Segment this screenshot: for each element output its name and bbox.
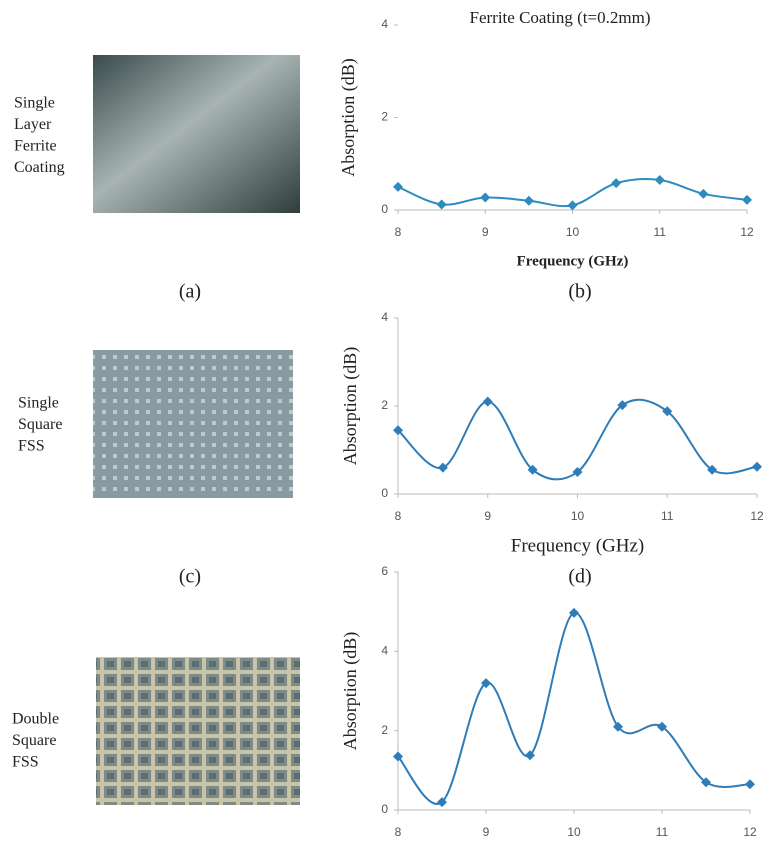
y-tick-label: 0 <box>381 802 388 816</box>
y-tick-label: 4 <box>381 310 388 324</box>
x-tick-label: 10 <box>567 825 581 839</box>
y-axis-label: Absorption (dB) <box>338 58 359 177</box>
x-tick-label: 8 <box>395 509 402 523</box>
x-tick-label: 9 <box>484 509 491 523</box>
y-tick-label: 4 <box>381 17 388 31</box>
point <box>742 195 752 205</box>
y-tick-label: 2 <box>381 723 388 737</box>
point <box>438 463 448 473</box>
photo-label: Double <box>12 711 59 728</box>
y-tick-label: 0 <box>381 486 388 500</box>
x-tick-label: 12 <box>743 825 757 839</box>
photo-label: Ferrite <box>14 138 57 155</box>
y-axis-label: Absorption (dB) <box>340 347 361 466</box>
point <box>611 178 621 188</box>
point <box>655 175 665 185</box>
x-tick-label: 10 <box>566 225 580 239</box>
figure: Single Layer Ferrite Coating Single Square FSS… <box>0 0 769 843</box>
point <box>698 189 708 199</box>
chart-title: Ferrite Coating (t=0.2mm) <box>470 8 651 27</box>
series-line <box>398 613 750 804</box>
point <box>745 779 755 789</box>
caption: (d) <box>568 566 591 588</box>
y-tick-label: 6 <box>381 564 388 578</box>
x-tick-label: 9 <box>482 225 489 239</box>
x-tick-label: 12 <box>740 225 754 239</box>
point <box>393 182 403 192</box>
x-tick-label: 12 <box>750 509 764 523</box>
photo-label: Single <box>14 95 55 112</box>
point <box>437 199 447 209</box>
photo-label: Coating <box>14 159 65 176</box>
x-tick-label: 11 <box>661 509 674 523</box>
photo-ferrite <box>93 55 300 213</box>
point <box>568 200 578 210</box>
y-tick-label: 2 <box>381 398 388 412</box>
x-tick-label: 10 <box>571 509 585 523</box>
caption: (b) <box>568 281 591 303</box>
x-axis-label: Frequency (GHz) <box>511 535 644 556</box>
point <box>480 193 490 203</box>
photo-glare <box>93 350 293 498</box>
x-axis-label: Frequency (GHz) <box>517 253 629 269</box>
photo-double-fss <box>96 657 300 805</box>
x-tick-label: 8 <box>395 825 402 839</box>
photo-label: Square <box>18 416 62 433</box>
point <box>483 397 493 407</box>
y-axis-label: Absorption (dB) <box>340 632 361 751</box>
photo-label: Layer <box>14 116 52 133</box>
point <box>524 196 534 206</box>
caption: (c) <box>179 566 201 588</box>
x-tick-label: 9 <box>483 825 490 839</box>
photo-label: FSS <box>18 438 45 455</box>
x-tick-label: 11 <box>654 225 667 239</box>
y-tick-label: 4 <box>381 644 388 658</box>
x-tick-label: 11 <box>656 825 669 839</box>
y-tick-label: 2 <box>381 110 388 124</box>
photo-label: Square <box>12 732 56 749</box>
photo-label: Single <box>18 395 59 412</box>
x-tick-label: 8 <box>395 225 402 239</box>
y-tick-label: 0 <box>381 202 388 216</box>
photo-label: FSS <box>12 754 39 771</box>
caption: (a) <box>179 281 201 303</box>
point <box>752 462 762 472</box>
